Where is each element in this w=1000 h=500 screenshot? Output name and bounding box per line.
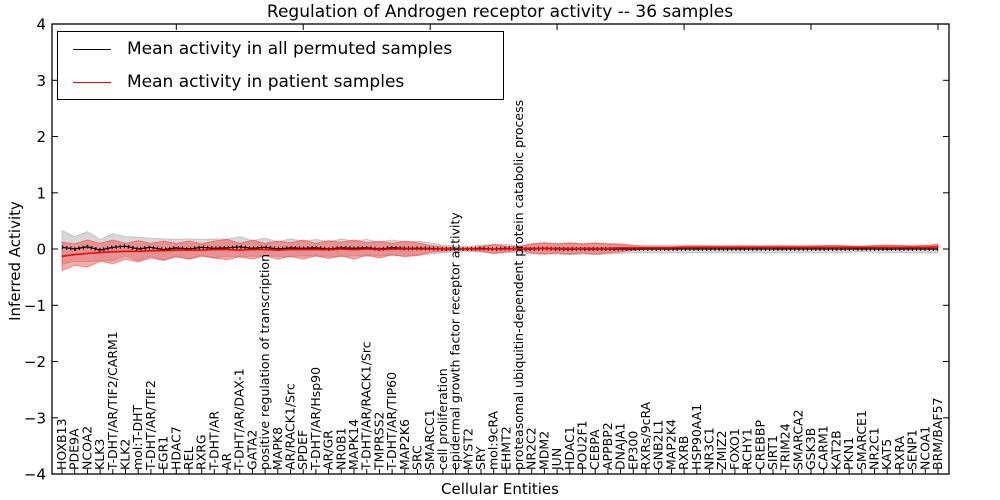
x-tick-label: T-DHT/AR/RACK1/Src [359,341,374,471]
y-tick-label: −3 [24,409,46,427]
x-tick-label: NCOA1 [917,426,932,470]
y-tick-label: −2 [24,353,46,371]
x-tick-label: KLK3 [92,439,107,470]
x-tick-label: TMPRSS2 [371,412,386,471]
x-tick-label: positive regulation of transcription [257,254,272,470]
legend: Mean activity in all permuted samples Me… [57,31,504,100]
x-tick-label: MAPK8 [270,427,285,470]
x-tick-label: ZMIZ2 [714,430,729,470]
x-tick-label: NR2C2 [524,427,539,470]
y-tick-label: 4 [36,16,46,34]
x-tick-label: RXRs/9cRA [638,401,653,470]
x-tick-label: T-DHT/AR [206,411,221,471]
x-tick-label: mol:9cRA [486,410,501,470]
legend-label-permuted: Mean activity in all permuted samples [127,39,453,59]
x-tick-label: AR/GR [321,430,336,470]
x-tick-label: DNAJA1 [613,423,628,471]
y-ticks [52,23,949,475]
x-tick-label: RXRA [892,436,907,470]
x-tick-label: APPBP2 [600,422,615,470]
y-tick-label: −1 [24,297,46,315]
y-tick-label: 0 [36,241,46,259]
x-tick-label: cell proliferation [435,368,450,470]
legend-line-patient-icon [73,81,111,83]
x-tick-label: REL [181,446,196,470]
chart-title: Regulation of Androgen receptor activity… [266,2,734,22]
x-tick-label: HSP90AA1 [689,404,704,470]
x-tick-label: SRY [473,446,488,470]
permuted-std-band [61,229,939,265]
x-tick-label: AR/RACK1/Src [283,383,298,470]
x-tick-label: KAT2B [828,430,843,470]
x-tick-label: NCOA2 [79,426,94,470]
y-tick-labels: 4 3 2 1 0 −1 −2 −3 −4 [24,16,46,484]
x-tick-label: T-DHT/AR/DAX-1 [232,368,247,471]
x-tick-label: NR0B1 [333,427,348,470]
x-tick-label: NR3C1 [701,427,716,470]
x-tick-label: T-DHT/AR/TIF2/CARM1 [105,331,120,471]
x-tick-label: NR2C1 [867,427,882,470]
x-tick-label: TRIM24 [778,423,793,471]
x-tick-label: PDE9A [67,428,82,470]
y-tick-label: 2 [36,128,46,146]
x-tick-label: SENP1 [905,429,920,470]
x-axis-label: Cellular Entities [441,480,559,498]
x-tick-label: MAP2K6 [397,419,412,470]
x-tick-label: MAPK14 [346,419,361,470]
x-tick-label: KLK2 [117,439,132,470]
x-tick-label: CEBPA [587,429,602,470]
x-tick-label: AR [219,452,234,470]
x-tick-label: T-DHT/AR/TIF2 [143,380,158,471]
patient-mean-line [61,246,939,258]
legend-item-permuted: Mean activity in all permuted samples [58,33,503,65]
x-tick-label: RXRG [194,434,209,470]
x-ticks [61,24,939,474]
x-tick-label: epidermal growth factor receptor activit… [448,212,463,470]
x-tick-label: T-DHT/AR/TIP60 [384,372,399,471]
x-tick-label: CARM1 [816,425,831,470]
x-tick-labels: HOXB13PDE9ANCOA2KLK3T-DHT/AR/TIF2/CARM1K… [54,100,945,471]
x-tick-label: RXRB [676,435,691,470]
x-tick-label: HDAC1 [562,426,577,470]
x-tick-label: EGR1 [156,436,171,470]
x-tick-label: HOXB13 [54,419,69,470]
legend-item-patient: Mean activity in patient samples [58,66,503,98]
x-tick-label: GNB2L1 [651,420,666,470]
legend-label-patient: Mean activity in patient samples [127,72,405,92]
x-tick-label: T-DHT/AR/Hsp90 [308,367,323,471]
x-tick-label: MAP2K4 [663,419,678,470]
x-tick-label: SRC [409,445,424,470]
x-tick-label: MYST2 [460,428,475,470]
x-tick-label: BRM/BAF57 [930,398,945,470]
x-tick-label: GSK3B [803,428,818,470]
x-tick-label: SPDEF [295,430,310,470]
x-tick-label: SMARCC1 [422,409,437,470]
x-tick-label: EHMT2 [498,426,513,470]
x-tick-label: HDAC7 [168,426,183,470]
x-tick-label: JUN [549,448,564,471]
y-tick-label: 3 [36,72,46,90]
x-tick-label: RCHY1 [740,428,755,470]
x-tick-label: SMARCA2 [790,409,805,470]
x-tick-label: EP300 [625,431,640,470]
x-tick-label: SIRT1 [765,435,780,470]
x-tick-label: CREBBP [752,420,767,470]
x-tick-label: POU2F1 [575,420,590,470]
x-tick-label: mol:T-DHT [130,404,145,470]
x-tick-label: FOXO1 [727,428,742,470]
y-tick-label: −4 [24,466,46,484]
x-tick-label: proteasomal ubiquitin-dependent protein … [511,100,526,470]
x-tick-label: MDM2 [536,431,551,470]
y-tick-label: 1 [36,184,46,202]
x-tick-label: KAT5 [879,439,894,470]
legend-line-permuted-icon [73,48,111,50]
x-tick-label: GATA2 [244,430,259,470]
x-tick-label: SMARCE1 [854,410,869,470]
x-tick-label: PKN1 [841,437,856,470]
